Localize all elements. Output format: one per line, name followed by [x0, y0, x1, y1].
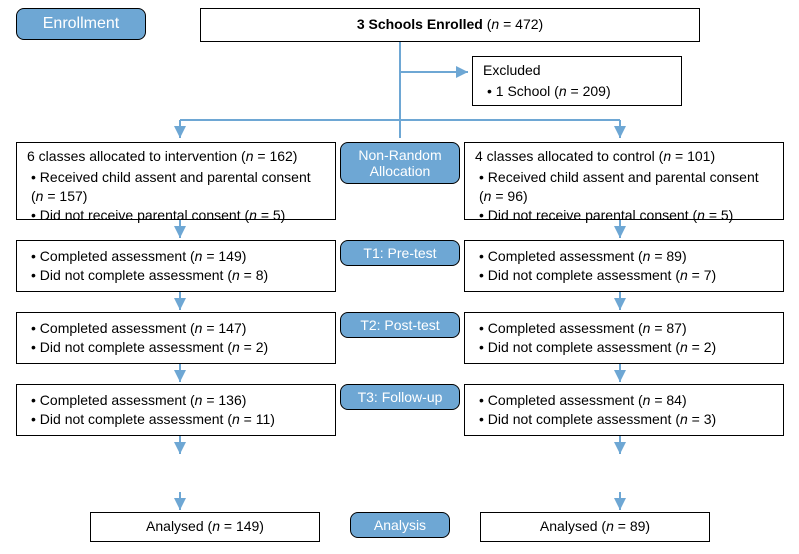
t3-label: T3: Follow-up	[358, 389, 443, 405]
t3-badge: T3: Follow-up	[340, 384, 460, 410]
t2-left-li2: Did not complete assessment (n = 2)	[31, 338, 325, 357]
t1-right-li1: Completed assessment (n = 89)	[479, 247, 773, 266]
t3-left-li1: Completed assessment (n = 136)	[31, 391, 325, 410]
t1-right-box: Completed assessment (n = 89) Did not co…	[464, 240, 784, 292]
t1-left-li1: Completed assessment (n = 149)	[31, 247, 325, 266]
analysis-left-box: Analysed (n = 149)	[90, 512, 320, 542]
t2-left-box: Completed assessment (n = 147) Did not c…	[16, 312, 336, 364]
t1-badge: T1: Pre-test	[340, 240, 460, 266]
enroll-n: (n = 472)	[487, 16, 543, 32]
enrollment-badge: Enrollment	[16, 8, 146, 40]
t3-right-box: Completed assessment (n = 84) Did not co…	[464, 384, 784, 436]
t2-right-li2: Did not complete assessment (n = 2)	[479, 338, 773, 357]
analysis-right-box: Analysed (n = 89)	[480, 512, 710, 542]
t1-left-box: Completed assessment (n = 149) Did not c…	[16, 240, 336, 292]
alloc-left-li1: Received child assent and parental conse…	[31, 168, 325, 206]
alloc-left-header: 6 classes allocated to intervention (n =…	[27, 147, 325, 166]
enroll-text: 3 Schools Enrolled	[357, 16, 487, 32]
t2-left-li1: Completed assessment (n = 147)	[31, 319, 325, 338]
alloc-right-li2: Did not receive parental consent (n = 5)	[479, 206, 773, 225]
t2-badge: T2: Post-test	[340, 312, 460, 338]
allocation-badge: Non-Random Allocation	[340, 142, 460, 184]
analysis-badge: Analysis	[350, 512, 450, 538]
t3-left-box: Completed assessment (n = 136) Did not c…	[16, 384, 336, 436]
analysis-left-text: Analysed (n = 149)	[146, 518, 264, 534]
t1-left-li2: Did not complete assessment (n = 8)	[31, 266, 325, 285]
t2-right-li1: Completed assessment (n = 87)	[479, 319, 773, 338]
analysis-label: Analysis	[374, 517, 426, 533]
enrollment-label: Enrollment	[43, 15, 119, 32]
t2-right-box: Completed assessment (n = 87) Did not co…	[464, 312, 784, 364]
excluded-box: Excluded 1 School (n = 209)	[472, 56, 682, 106]
t1-label: T1: Pre-test	[363, 245, 436, 261]
allocation-label: Non-Random Allocation	[358, 147, 441, 179]
alloc-left-box: 6 classes allocated to intervention (n =…	[16, 142, 336, 220]
enroll-box: 3 Schools Enrolled (n = 472)	[200, 8, 700, 42]
t1-right-li2: Did not complete assessment (n = 7)	[479, 266, 773, 285]
t3-left-li2: Did not complete assessment (n = 11)	[31, 410, 325, 429]
alloc-left-li2: Did not receive parental consent (n = 5)	[31, 206, 325, 225]
alloc-right-li1: Received child assent and parental conse…	[479, 168, 773, 206]
t3-right-li1: Completed assessment (n = 84)	[479, 391, 773, 410]
excluded-title: Excluded	[483, 61, 671, 80]
alloc-right-box: 4 classes allocated to control (n = 101)…	[464, 142, 784, 220]
analysis-right-text: Analysed (n = 89)	[540, 518, 650, 534]
t3-right-li2: Did not complete assessment (n = 3)	[479, 410, 773, 429]
excluded-item: 1 School (n = 209)	[487, 82, 671, 101]
t2-label: T2: Post-test	[360, 317, 439, 333]
alloc-right-header: 4 classes allocated to control (n = 101)	[475, 147, 773, 166]
